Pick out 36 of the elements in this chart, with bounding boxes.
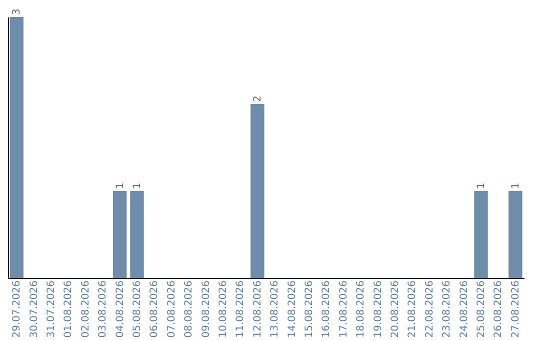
data-label: 2 xyxy=(252,96,264,102)
x-tick-label: 02.08.2026 xyxy=(80,280,92,338)
x-tick-label: 10.08.2026 xyxy=(218,280,229,338)
x-tick-label: 12.08.2026 xyxy=(252,280,264,338)
x-tick-label: 14.08.2026 xyxy=(286,280,298,338)
x-tick-label: 09.08.2026 xyxy=(200,280,212,338)
x-tick-label: 21.08.2026 xyxy=(407,280,418,338)
x-tick-label: 17.08.2026 xyxy=(338,280,350,338)
x-tick-label: 04.08.2026 xyxy=(114,280,126,338)
x-tick-label: 03.08.2026 xyxy=(98,280,109,338)
x-tick-label: 19.08.2026 xyxy=(372,280,384,338)
x-tick-label: 22.08.2026 xyxy=(424,280,436,338)
x-tick-label: 24.08.2026 xyxy=(458,280,470,338)
x-tick-label: 16.08.2026 xyxy=(321,280,332,338)
x-tick-label: 25.08.2026 xyxy=(476,280,487,338)
x-tick-label: 23.08.2026 xyxy=(442,280,453,338)
x-tick-label: 06.08.2026 xyxy=(149,280,160,338)
x-tick-label: 31.07.2026 xyxy=(46,280,57,338)
x-tick-label: 08.08.2026 xyxy=(184,280,195,338)
x-tick-label: 26.08.2026 xyxy=(493,280,504,338)
x-tick-label: 29.07.2026 xyxy=(12,280,23,338)
x-tick-label: 11.08.2026 xyxy=(235,280,246,338)
x-tick-label: 30.07.2026 xyxy=(28,280,40,338)
data-label: 3 xyxy=(12,8,23,15)
x-tick-label: 15.08.2026 xyxy=(304,280,315,338)
x-tick-label: 20.08.2026 xyxy=(390,280,401,338)
x-tick-label: 18.08.2026 xyxy=(356,280,367,338)
data-label: 1 xyxy=(132,182,143,189)
data-label: 1 xyxy=(114,182,126,189)
data-label: 1 xyxy=(476,182,487,189)
x-tick-label: 13.08.2026 xyxy=(270,280,281,338)
data-label: 1 xyxy=(510,182,522,189)
x-tick-label: 27.08.2026 xyxy=(510,280,522,338)
x-tick-label: 07.08.2026 xyxy=(166,280,178,338)
x-tick-label: 01.08.2026 xyxy=(63,280,74,338)
x-tick-label: 05.08.2026 xyxy=(132,280,143,338)
